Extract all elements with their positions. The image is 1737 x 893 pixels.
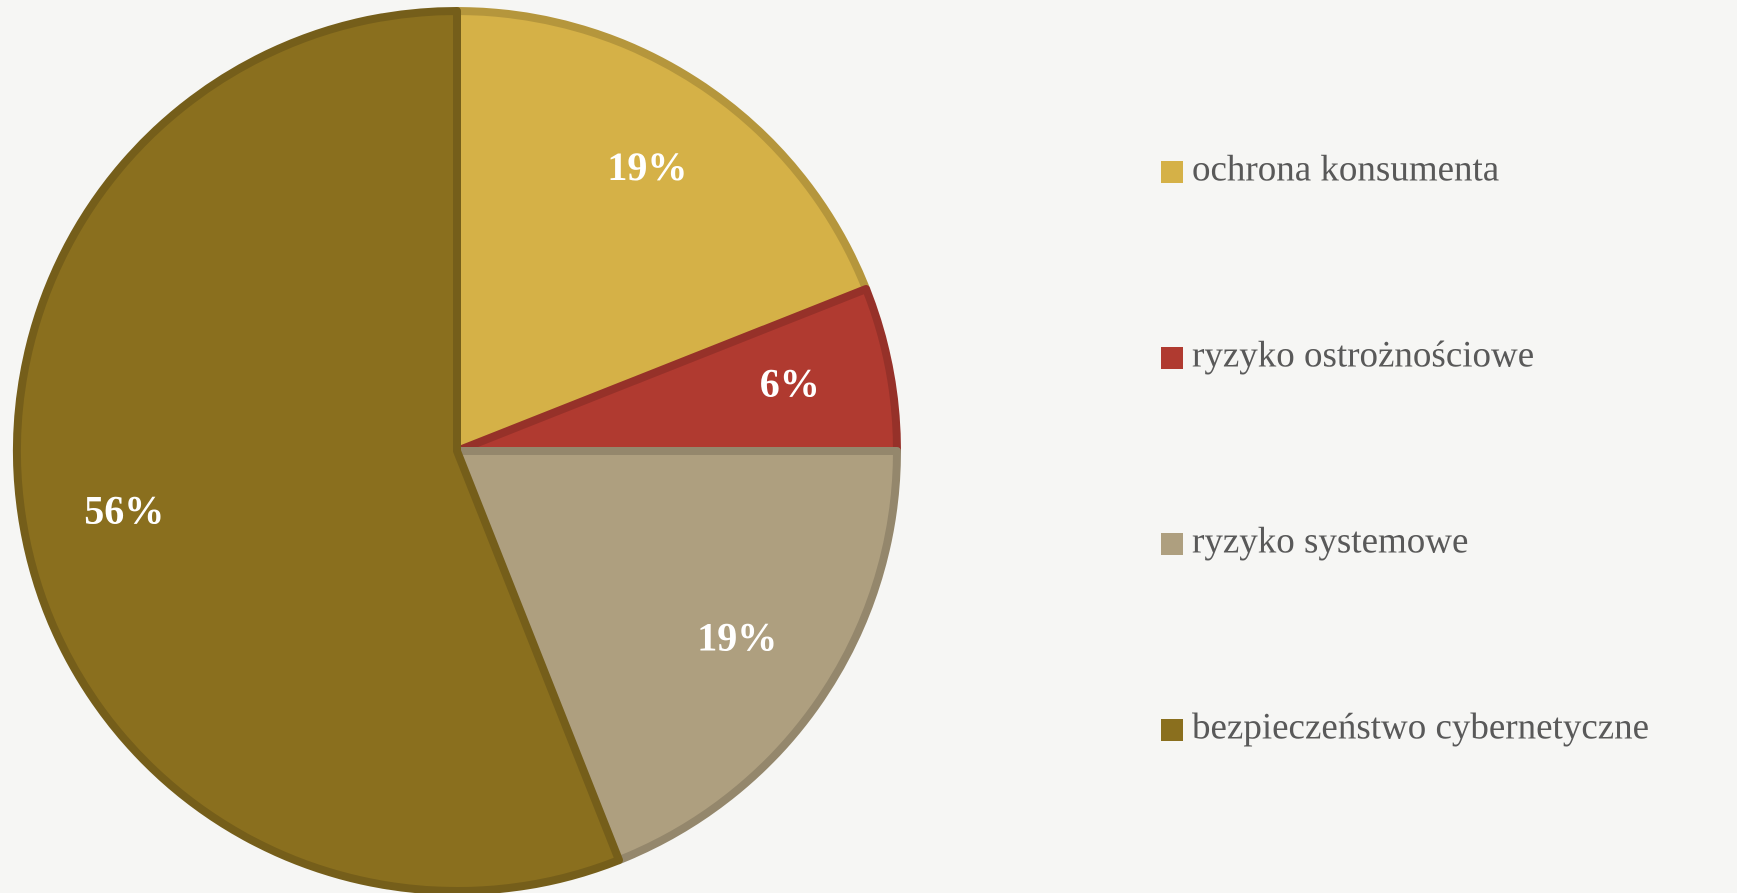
pie-slice — [453, 7, 871, 455]
legend-label: bezpieczeństwo cybernetyczne — [1192, 706, 1649, 747]
data-label: 19% — [697, 615, 777, 660]
pie-slice — [453, 447, 901, 865]
pie-slice — [453, 285, 901, 455]
legend-swatch — [1161, 719, 1183, 741]
legend-label: ryzyko systemowe — [1192, 520, 1468, 561]
pie-slice — [13, 7, 623, 893]
data-label: 56% — [84, 488, 164, 533]
data-label: 6% — [760, 361, 820, 406]
legend-swatch — [1161, 533, 1183, 555]
legend-label: ryzyko ostrożnościowe — [1192, 334, 1534, 375]
legend-swatch — [1161, 161, 1183, 183]
legend-swatch — [1161, 347, 1183, 369]
legend-label: ochrona konsumenta — [1192, 148, 1499, 189]
data-label: 19% — [607, 144, 687, 189]
